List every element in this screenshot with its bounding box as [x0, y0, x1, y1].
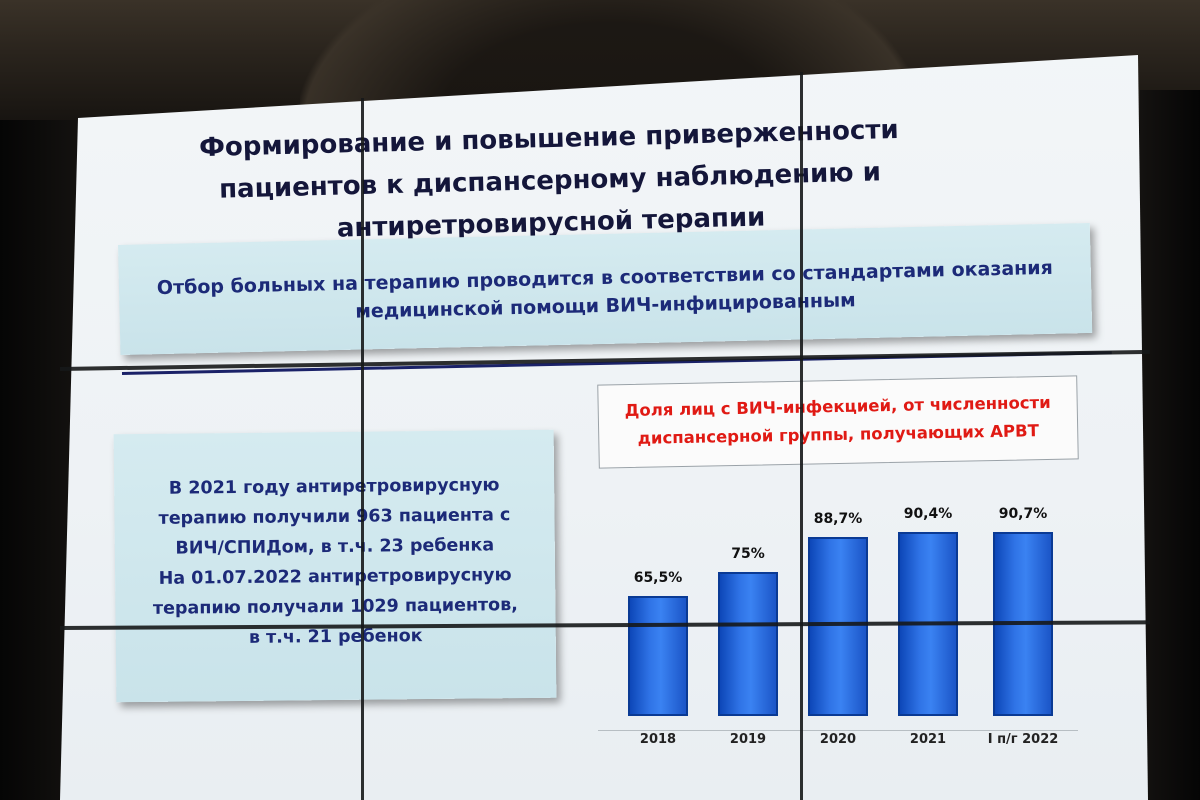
info-line: На 01.07.2022 антиретровирусную [158, 565, 512, 589]
screen-seam [800, 72, 803, 800]
info-line: ВИЧ/СПИДом, в т.ч. 23 ребенка [175, 535, 495, 559]
category-label: I п/г 2022 [987, 732, 1059, 747]
category-label: 2021 [909, 732, 947, 747]
standards-text: Отбор больных на терапию проводится в со… [119, 253, 1092, 331]
category-label: 2018 [639, 732, 677, 747]
screen-seam [361, 98, 364, 800]
room-wall-right [1140, 90, 1200, 800]
standards-box: Отбор больных на терапию проводится в со… [118, 222, 1093, 355]
bar-value-label: 90,7% [998, 505, 1048, 522]
bar-value-label: 75% [731, 545, 765, 562]
bar-value-label: 88,7% [813, 510, 863, 527]
chart-bar [628, 595, 688, 716]
chart-bar [808, 536, 868, 716]
bar-chart-baseline [598, 462, 1078, 731]
chart-title-box: Доля лиц с ВИЧ-инфекцией, от численности… [597, 375, 1079, 469]
info-line: терапию получали 1029 пациентов, [152, 595, 518, 619]
bar-value-label: 90,4% [903, 506, 953, 523]
therapy-info-box: В 2021 году антиретровирусную терапию по… [113, 429, 557, 703]
category-label: 2020 [819, 732, 857, 747]
chart-title: Доля лиц с ВИЧ-инфекцией, от численности… [598, 388, 1077, 453]
info-line: В 2021 году антиретровирусную [168, 475, 500, 499]
info-line: терапию получили 963 пациента с [158, 505, 511, 529]
chart-bar [718, 571, 778, 716]
bar-value-label: 65,5% [633, 569, 683, 586]
category-label: 2019 [729, 732, 767, 747]
